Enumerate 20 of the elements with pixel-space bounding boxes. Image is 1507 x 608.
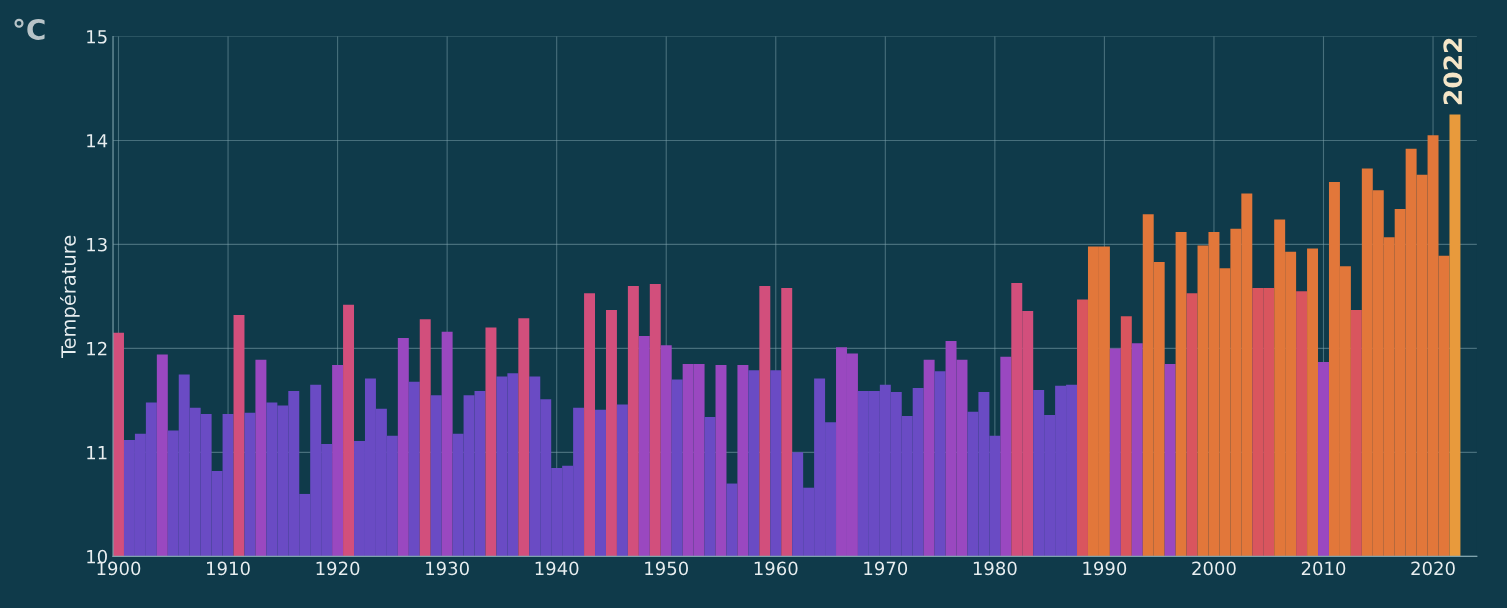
text: °C [14,18,45,40]
x-tick-label: 1910 [207,561,250,576]
x-tick-label: 1930 [426,561,469,576]
x-tick-label: 1920 [316,561,360,576]
x-tick-label: 1980 [973,561,1017,576]
x-tick-label: 1990 [1083,561,1127,576]
y-tick-label: 14 [87,134,108,148]
x-tick-label: 1940 [535,561,579,576]
x-tick-label: 2000 [1192,561,1236,576]
y-tick-label: 15 [87,30,107,44]
x-tick-label: 2020 [1411,561,1455,576]
x-tick-label: 1970 [864,561,908,576]
y-tick-label: 11 [87,446,107,460]
x-tick-label: 2010 [1301,561,1346,576]
y-axis-title: Température [60,235,80,359]
y-tick-label: 12 [87,341,107,356]
annotation: 2022 [1443,38,1463,105]
x-tick-label: 1960 [754,561,798,576]
y-tick-label: 13 [87,237,107,252]
x-tick-label: 1950 [645,561,688,576]
